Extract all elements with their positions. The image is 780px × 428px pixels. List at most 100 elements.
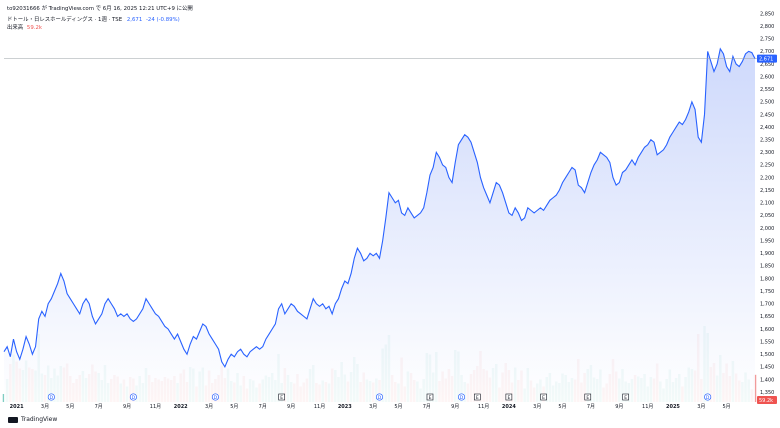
- y-tick-label: 2,300: [760, 150, 774, 156]
- x-tick-label: 2024: [502, 404, 516, 410]
- y-tick-label: 2,800: [760, 24, 774, 30]
- y-axis: 2,850 2,800 2,750 2,700 2,650 2,600 2,550 2,500…: [760, 11, 774, 396]
- x-tick-label: 5月: [394, 404, 402, 410]
- y-tick-label: 1,350: [760, 390, 774, 396]
- price-badge-text: 2,671: [759, 56, 773, 62]
- y-tick-label: 2,000: [760, 226, 774, 232]
- x-tick-label: 3月: [41, 404, 49, 410]
- y-tick-label: 2,400: [760, 125, 774, 131]
- tradingview-logo-icon: [8, 416, 18, 423]
- y-tick-label: 2,750: [760, 37, 774, 43]
- footer: TradingView: [8, 416, 57, 423]
- event-marker-label: D: [132, 395, 136, 401]
- y-tick-label: 2,050: [760, 213, 774, 219]
- price-change: -24 (-0.89%): [145, 17, 180, 23]
- x-tick-label: 7月: [423, 404, 431, 410]
- x-tick-label: 5月: [723, 404, 731, 410]
- y-tick-label: 2,450: [760, 112, 774, 118]
- earnings-marker: [584, 393, 592, 401]
- event-marker-label: D: [50, 395, 54, 401]
- x-tick-label: 5月: [230, 404, 238, 410]
- event-marker-label: E: [476, 395, 479, 401]
- y-tick-label: 2,600: [760, 74, 774, 80]
- event-marker-label: D: [460, 395, 464, 401]
- x-tick-label: 9月: [615, 404, 623, 410]
- event-marker-label: E: [542, 395, 545, 401]
- event-marker-label: D: [706, 395, 710, 401]
- earnings-marker: [278, 393, 285, 401]
- price-line: [3, 47, 756, 369]
- y-tick-label: 1,550: [760, 339, 774, 345]
- y-tick-label: 2,350: [760, 138, 774, 144]
- price-badge: 2,671: [757, 54, 777, 63]
- y-tick-label: 1,450: [760, 365, 774, 371]
- x-tick-label: 3月: [533, 404, 541, 410]
- x-tick-label: 3月: [697, 404, 705, 410]
- y-tick-label: 2,700: [760, 49, 774, 55]
- x-tick-label: 7月: [259, 404, 267, 410]
- event-marker-label: E: [280, 395, 283, 401]
- earnings-marker: [622, 393, 629, 401]
- x-tick-label: 5月: [66, 404, 74, 410]
- event-marker-label: D: [378, 395, 382, 401]
- x-tick-label: 11月: [478, 404, 489, 410]
- y-tick-label: 1,800: [760, 276, 774, 282]
- symbol-line: ドトール・日レスホールディングス · 1週 · TSE 2,671 -24 (-…: [7, 15, 180, 23]
- x-tick-label: 2022: [174, 404, 188, 410]
- author-line: to92031666 が TradingView.com で 6月 16, 20…: [7, 6, 193, 12]
- event-marker-label: E: [586, 395, 589, 401]
- earnings-marker: [505, 393, 513, 401]
- event-marker-label: E: [429, 395, 432, 401]
- earnings-marker: [540, 393, 547, 401]
- x-tick-label: 11月: [642, 404, 653, 410]
- volume-value: 59.2k: [26, 25, 43, 31]
- y-tick-label: 2,850: [760, 11, 774, 17]
- x-axis: 2021 3月 5月 7月 9月 11月 2022 3月 5月 7月 9月 11月 2023 3月 5月 7月…: [10, 404, 731, 410]
- event-marker-label: D: [214, 395, 218, 401]
- x-tick-label: 7月: [95, 404, 103, 410]
- dividend-marker: [375, 393, 384, 401]
- y-tick-label: 2,150: [760, 188, 774, 194]
- x-tick-label: 9月: [123, 404, 131, 410]
- y-tick-label: 1,900: [760, 251, 774, 257]
- volume-legend: 出来高 59.2k: [7, 23, 42, 31]
- footer-brand: TradingView: [21, 416, 58, 423]
- earnings-marker: [426, 393, 434, 401]
- y-tick-label: 2,100: [760, 201, 774, 207]
- y-tick-label: 1,950: [760, 238, 774, 244]
- dividend-marker: [47, 393, 55, 401]
- x-tick-label: 11月: [314, 404, 325, 410]
- event-marker-label: E: [624, 395, 627, 401]
- x-tick-label: 5月: [558, 404, 566, 410]
- y-tick-label: 1,650: [760, 314, 774, 320]
- y-tick-label: 2,650: [760, 62, 774, 68]
- x-tick-label: 9月: [287, 404, 295, 410]
- dividend-marker: [704, 393, 712, 401]
- x-tick-label: 2023: [338, 404, 352, 410]
- y-tick-label: 2,250: [760, 163, 774, 169]
- y-tick-label: 1,400: [760, 377, 774, 383]
- symbol-title: ドトール・日レスホールディングス · 1週 · TSE: [7, 17, 123, 23]
- y-tick-label: 1,600: [760, 327, 774, 333]
- event-marker-label: E: [507, 395, 510, 401]
- x-tick-label: 2025: [666, 404, 680, 410]
- y-tick-label: 2,550: [760, 87, 774, 93]
- volume-badge: 59.2k: [757, 396, 777, 404]
- dividend-marker: [211, 393, 219, 401]
- dividend-marker: [129, 393, 137, 401]
- y-tick-label: 1,850: [760, 264, 774, 270]
- dividend-marker: [457, 393, 466, 401]
- volume-badge-text: 59.2k: [759, 398, 773, 404]
- x-tick-label: 7月: [587, 404, 595, 410]
- last-price: 2,671: [126, 17, 143, 23]
- y-tick-label: 1,700: [760, 302, 774, 308]
- x-tick-label: 11月: [150, 404, 161, 410]
- y-tick-label: 2,500: [760, 100, 774, 106]
- earnings-marker: [474, 393, 481, 401]
- y-tick-label: 2,200: [760, 175, 774, 181]
- volume-label: 出来高: [7, 25, 24, 31]
- price-area: [4, 48, 755, 403]
- y-tick-label: 1,500: [760, 352, 774, 358]
